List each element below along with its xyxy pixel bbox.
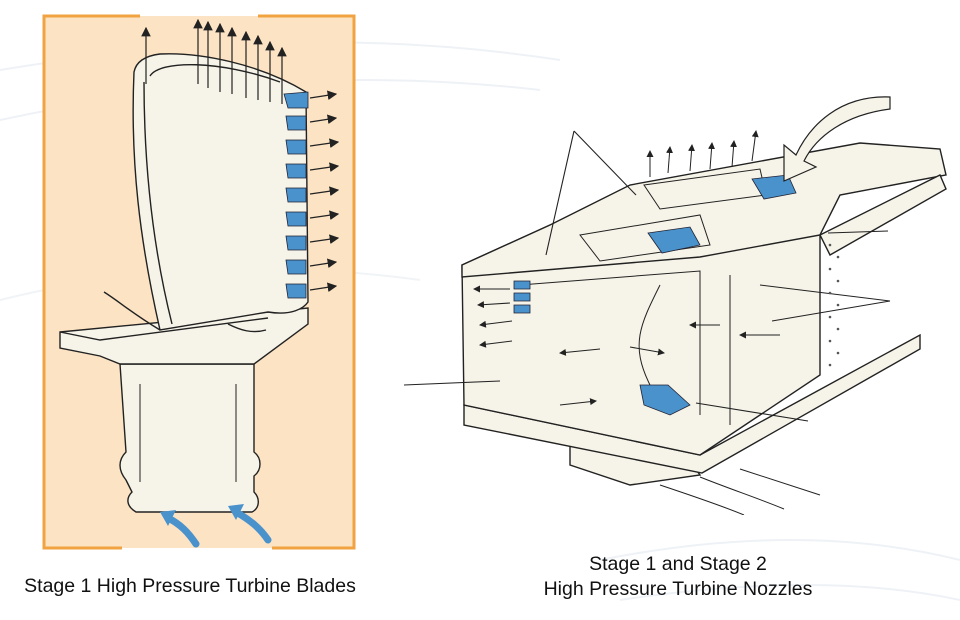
nozzle-segment-outline bbox=[461, 142, 947, 486]
exhaust-flow-lines bbox=[659, 468, 821, 515]
blade-panel-frame bbox=[42, 14, 356, 550]
blade-caption-text: Stage 1 High Pressure Turbine Blades bbox=[24, 575, 356, 597]
trailing-edge-cooling-slots bbox=[283, 91, 309, 299]
blade-caption: Stage 1 High Pressure Turbine Blades bbox=[0, 574, 380, 599]
tip-cooling-arrows bbox=[141, 18, 287, 104]
cooling-air-inlet-arrow bbox=[783, 96, 891, 182]
nozzle-cooling-cavities bbox=[513, 174, 797, 416]
blade-outline bbox=[59, 53, 309, 513]
turbine-blade-diagram bbox=[42, 14, 356, 550]
nozzle-caption: Stage 1 and Stage 2 High Pressure Turbin… bbox=[498, 552, 858, 602]
leader-lines bbox=[403, 130, 891, 422]
cooling-hole-pattern bbox=[828, 243, 840, 367]
turbine-nozzle-diagram bbox=[403, 96, 947, 515]
film-cooling-arrows bbox=[473, 130, 780, 406]
nozzle-caption-line2: High Pressure Turbine Nozzles bbox=[543, 578, 813, 600]
nozzle-caption-line1: Stage 1 and Stage 2 bbox=[589, 553, 767, 575]
trailing-edge-cooling-arrows bbox=[309, 90, 340, 293]
